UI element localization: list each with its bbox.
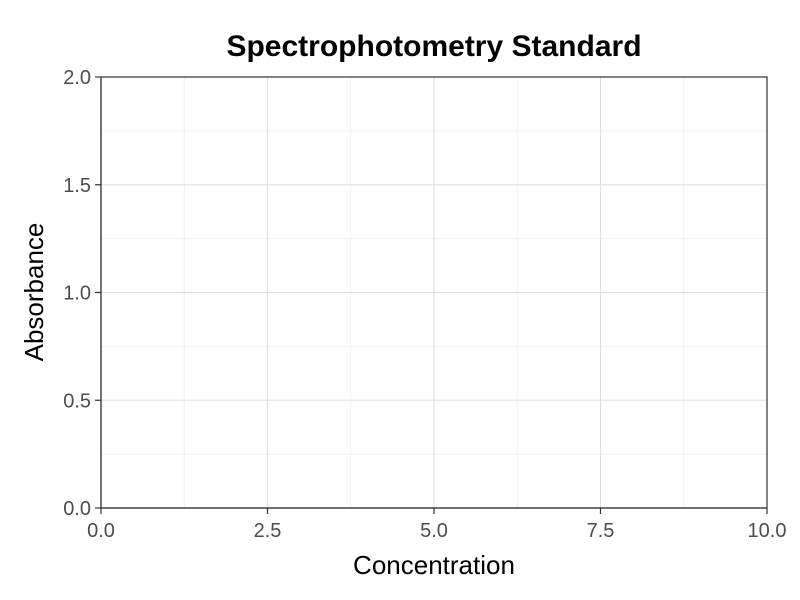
x-axis-title: Concentration [353,550,515,580]
x-tick-label: 7.5 [587,520,615,542]
x-tick-label: 2.5 [254,520,282,542]
grid [100,76,768,509]
y-tick-label: 2.0 [63,67,91,89]
y-tick-label: 0.5 [63,390,91,412]
x-tick-label: 10.0 [748,520,787,542]
y-axis-title: Absorbance [19,223,49,362]
y-tick-label: 0.0 [63,498,91,520]
y-tick-label: 1.5 [63,175,91,197]
chart-title: Spectrophotometry Standard [226,30,641,63]
axes: 0.0 2.5 5.0 7.5 10.0 0.0 0.5 1.0 1.5 2.0 [63,67,786,542]
x-tick-label: 0.0 [87,520,115,542]
y-tick-label: 1.0 [63,283,91,305]
x-tick-label: 5.0 [420,520,448,542]
